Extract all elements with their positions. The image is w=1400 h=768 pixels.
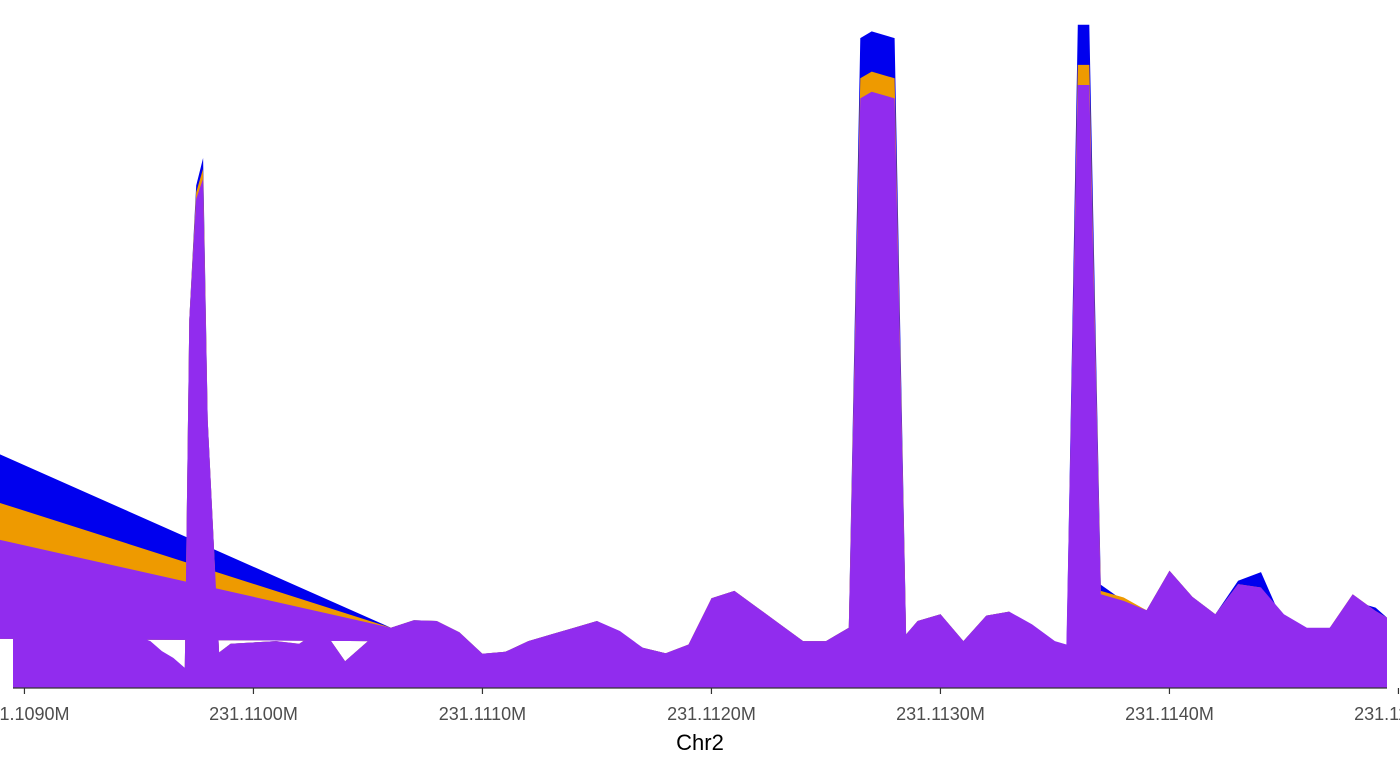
x-tick-label: 231.1100M [209, 704, 298, 724]
plot-area [0, 24, 1387, 688]
x-tick-label: 231.1140M [1125, 704, 1214, 724]
coverage-series-purple [0, 85, 1387, 688]
x-tick-label: 231.1110M [439, 704, 526, 724]
x-tick-label: 231.1150M [1354, 704, 1400, 724]
x-tick-label: 231.1130M [896, 704, 985, 724]
x-axis: 231.1090M 231.1100M 231.1110M 231.1120M 231.… [0, 688, 1400, 724]
x-tick-label: 231.1120M [667, 704, 756, 724]
x-tick-label: 231.1090M [0, 704, 69, 724]
x-axis-title: Chr2 [676, 730, 724, 755]
coverage-series-layer [0, 24, 1387, 688]
